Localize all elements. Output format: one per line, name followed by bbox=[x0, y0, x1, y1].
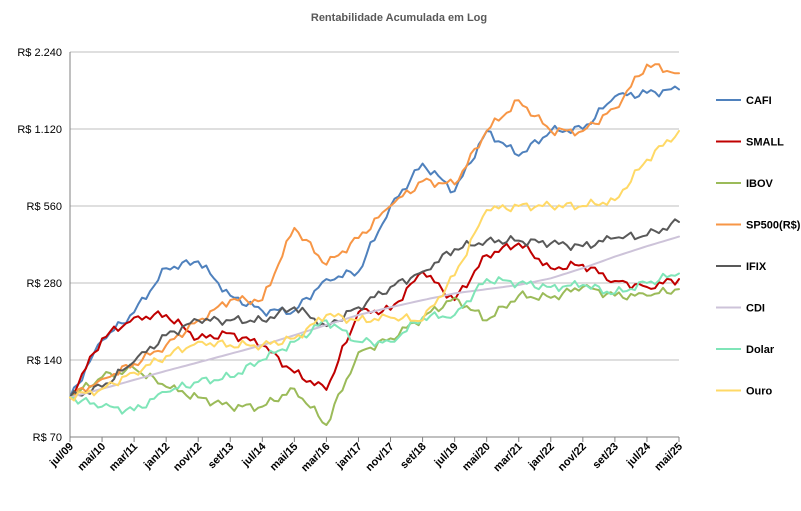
x-tick-label: nov/17 bbox=[364, 441, 397, 474]
y-tick-label: R$ 70 bbox=[33, 432, 62, 444]
x-tick-label: mai/20 bbox=[460, 441, 493, 474]
y-tick-label: R$ 2.240 bbox=[17, 47, 62, 59]
x-tick-label: mai/25 bbox=[652, 441, 685, 474]
legend-entry-label: SMALL bbox=[746, 137, 784, 149]
x-tick-label: jul/24 bbox=[624, 440, 654, 470]
x-tick-label: jul/09 bbox=[47, 441, 76, 470]
legend-entry-label: CDI bbox=[746, 303, 765, 315]
series-line-sp500-r- bbox=[69, 63, 680, 399]
legend-entry-label: CAFI bbox=[746, 95, 772, 107]
legend-entry-label: IFIX bbox=[746, 261, 767, 273]
x-tick-label: nov/12 bbox=[171, 441, 204, 474]
legend-entry-label: IBOV bbox=[746, 178, 774, 190]
x-tick-label: nov/22 bbox=[556, 441, 589, 474]
series-line-cafi bbox=[69, 85, 680, 399]
y-tick-label: R$ 1.120 bbox=[17, 124, 62, 136]
series-line-cdi bbox=[69, 235, 680, 399]
y-tick-label: R$ 560 bbox=[27, 201, 62, 213]
x-tick-label: mai/15 bbox=[268, 441, 301, 474]
x-tick-label: jul/14 bbox=[239, 440, 269, 470]
series-lines bbox=[69, 63, 680, 426]
x-tick-label: set/23 bbox=[590, 441, 621, 472]
x-tick-label: mar/11 bbox=[107, 441, 140, 474]
series-line-ouro bbox=[69, 130, 680, 402]
x-tick-label: set/18 bbox=[398, 441, 429, 472]
x-tick-label: jan/22 bbox=[526, 441, 557, 472]
x-tick-label: mar/16 bbox=[299, 441, 333, 475]
gridlines bbox=[69, 51, 679, 438]
x-tick-label: jan/12 bbox=[141, 441, 172, 472]
x-tick-label: mai/10 bbox=[75, 441, 108, 474]
y-tick-label: R$ 140 bbox=[27, 355, 62, 367]
legend-entry-label: Ouro bbox=[746, 386, 773, 398]
x-tick-label: set/13 bbox=[206, 441, 237, 472]
series-line-ifix bbox=[69, 218, 680, 399]
y-axis-ticks: R$ 70 R$ 140 R$ 280 R$ 560 R$ 1.120 R$ 2.240 bbox=[17, 47, 62, 444]
chart-title: Rentabilidade Acumulada em Log bbox=[311, 12, 487, 24]
y-tick-label: R$ 280 bbox=[27, 278, 62, 290]
legend-entry-label: Dolar bbox=[746, 344, 775, 356]
legend: CAFI SMALL IBOV SP500(R$) IFIX CDI Dolar Ouro bbox=[716, 95, 801, 398]
series-line-dolar bbox=[69, 272, 680, 415]
x-tick-label: mar/21 bbox=[491, 441, 525, 475]
x-tick-label: jul/19 bbox=[432, 441, 461, 470]
x-tick-label: jan/17 bbox=[333, 441, 364, 472]
series-line-ibov bbox=[69, 284, 680, 426]
legend-entry-label: SP500(R$) bbox=[746, 220, 801, 232]
